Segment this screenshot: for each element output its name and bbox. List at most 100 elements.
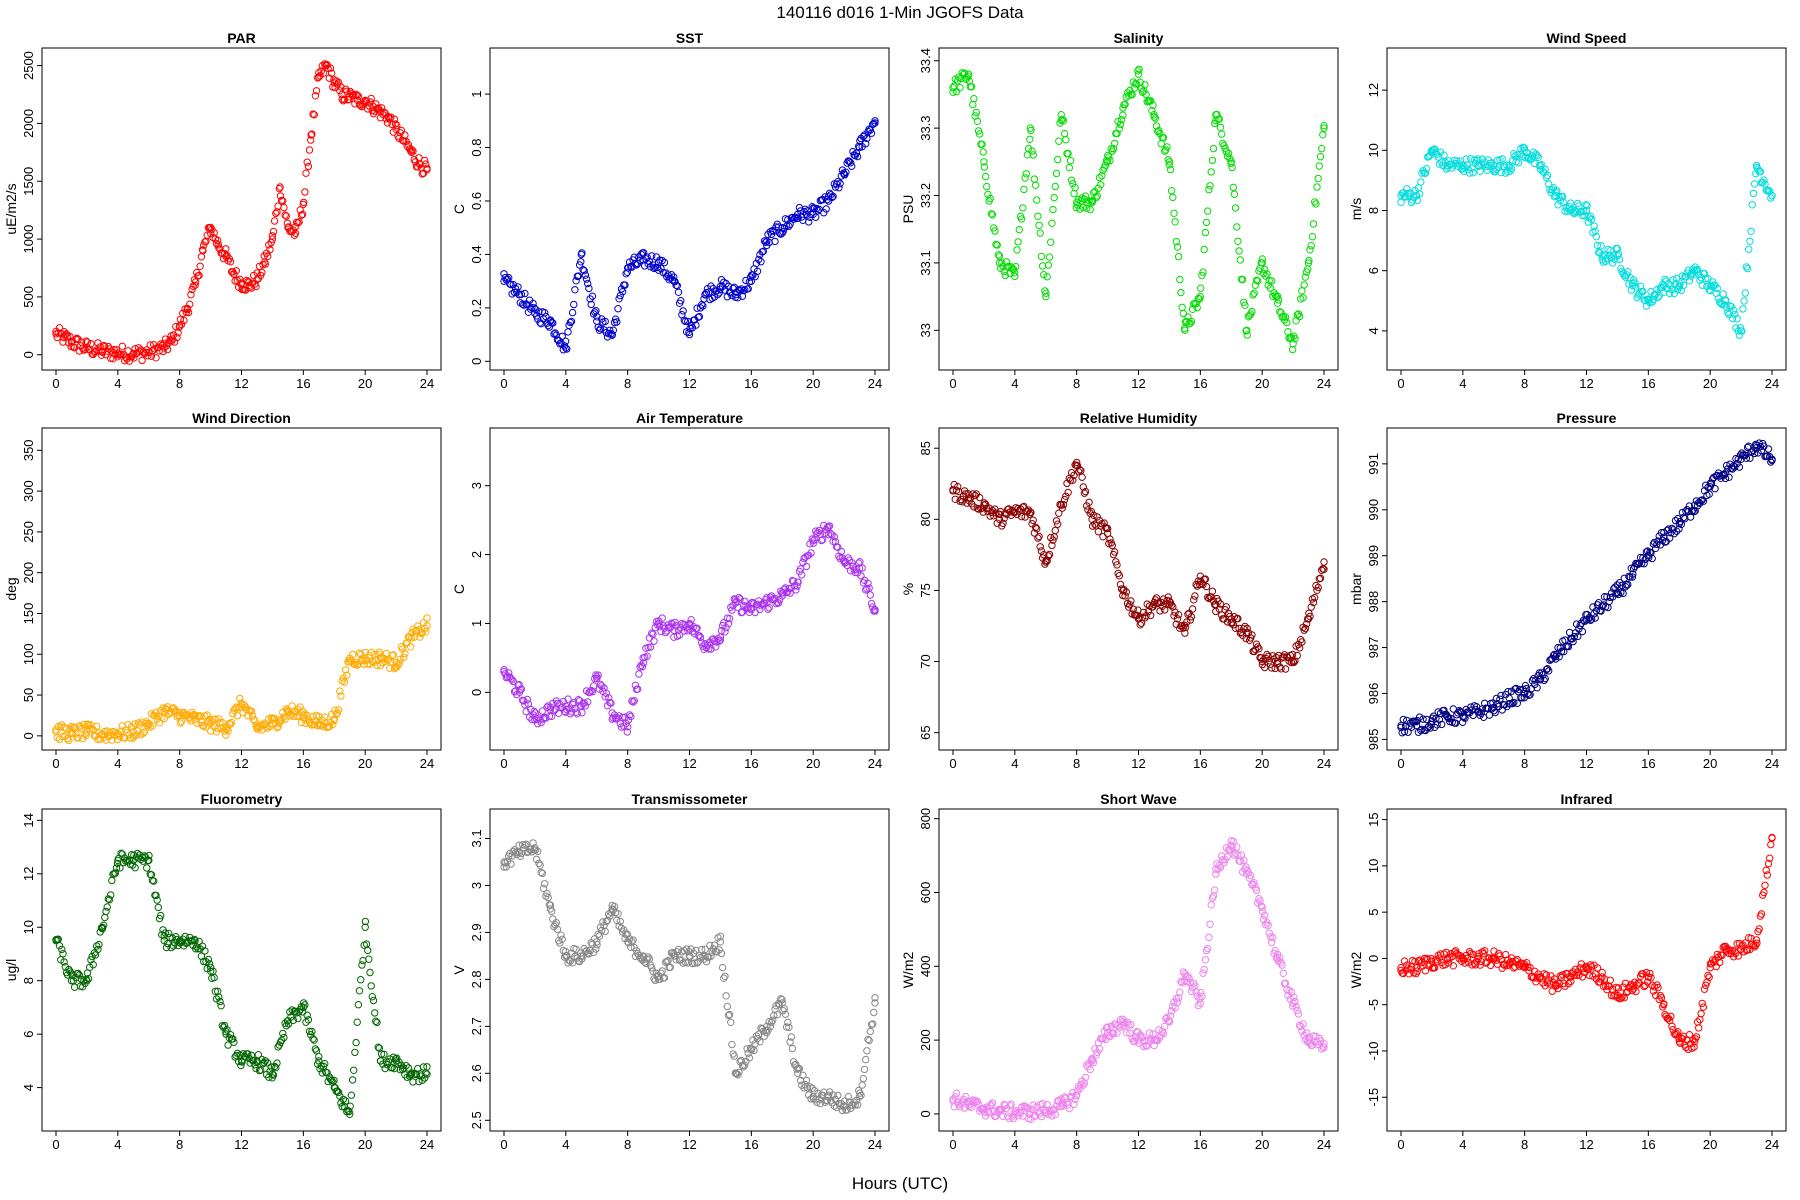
data-point bbox=[1051, 1110, 1060, 1119]
data-point bbox=[1415, 956, 1424, 964]
data-point bbox=[500, 863, 508, 871]
data-point bbox=[862, 140, 870, 148]
data-point bbox=[52, 330, 60, 338]
data-point bbox=[1763, 871, 1772, 879]
data-point bbox=[118, 850, 127, 858]
data-point bbox=[1614, 250, 1623, 258]
data-point bbox=[88, 952, 96, 961]
data-point bbox=[573, 710, 581, 718]
data-point bbox=[558, 332, 566, 340]
data-point bbox=[310, 111, 318, 119]
data-point bbox=[592, 671, 600, 679]
data-point bbox=[1022, 170, 1031, 178]
data-point bbox=[1069, 180, 1077, 188]
panel-title: Transmissometer bbox=[632, 791, 748, 807]
data-point bbox=[139, 729, 147, 737]
data-point bbox=[1718, 951, 1726, 960]
data-point bbox=[1591, 970, 1599, 978]
data-point bbox=[1299, 1020, 1307, 1028]
data-point bbox=[114, 349, 122, 357]
data-point bbox=[1090, 511, 1098, 519]
data-point bbox=[152, 354, 160, 362]
x-tick-label: 4 bbox=[562, 756, 569, 771]
y-axis-label: uE/m2/s bbox=[3, 183, 19, 234]
data-point bbox=[1115, 125, 1124, 133]
data-point bbox=[759, 247, 768, 256]
data-point bbox=[72, 730, 80, 738]
y-tick-label: 0 bbox=[21, 351, 36, 358]
data-point bbox=[423, 1063, 431, 1071]
x-tick-label: 16 bbox=[744, 376, 758, 391]
data-point bbox=[277, 715, 286, 724]
data-point bbox=[1660, 1001, 1668, 1009]
data-point bbox=[778, 999, 786, 1007]
data-point bbox=[1579, 964, 1588, 973]
y-tick-label: 1000 bbox=[21, 225, 36, 254]
data-point bbox=[1273, 299, 1282, 307]
data-point bbox=[129, 728, 138, 736]
data-point bbox=[788, 1044, 797, 1053]
data-point bbox=[764, 1026, 772, 1035]
data-point bbox=[294, 1014, 302, 1023]
data-point bbox=[397, 1061, 406, 1070]
data-point bbox=[1522, 959, 1531, 967]
data-point bbox=[272, 209, 280, 218]
data-point bbox=[1291, 997, 1299, 1006]
data-point bbox=[1044, 552, 1053, 560]
data-point bbox=[1598, 968, 1606, 977]
data-point bbox=[311, 1045, 320, 1053]
data-point bbox=[1270, 655, 1278, 663]
data-point bbox=[1515, 686, 1524, 694]
data-point bbox=[745, 1054, 754, 1062]
data-point bbox=[1206, 920, 1214, 928]
data-point bbox=[75, 971, 84, 979]
data-point bbox=[715, 946, 723, 954]
data-point bbox=[1252, 886, 1261, 895]
data-point bbox=[1635, 289, 1644, 298]
data-point bbox=[1072, 461, 1081, 469]
data-point bbox=[980, 1104, 988, 1113]
data-point bbox=[250, 715, 258, 724]
figure-xlabel: Hours (UTC) bbox=[852, 1174, 948, 1193]
data-point bbox=[786, 1038, 794, 1046]
data-point bbox=[1148, 107, 1156, 115]
data-point bbox=[1574, 632, 1582, 641]
data-point bbox=[532, 855, 541, 863]
data-point bbox=[1513, 699, 1522, 707]
data-point bbox=[1134, 615, 1143, 623]
data-point bbox=[1258, 255, 1267, 263]
data-point bbox=[1304, 259, 1313, 267]
data-point bbox=[1420, 954, 1429, 963]
data-point bbox=[1042, 558, 1050, 566]
data-point bbox=[684, 627, 692, 635]
data-point bbox=[859, 132, 868, 141]
data-point bbox=[1706, 483, 1714, 491]
data-point bbox=[549, 319, 557, 327]
data-point bbox=[418, 1076, 426, 1085]
data-point bbox=[593, 313, 601, 321]
data-point bbox=[1613, 252, 1622, 260]
data-point bbox=[757, 258, 765, 266]
x-tick-label: 20 bbox=[1703, 756, 1717, 771]
data-point bbox=[969, 490, 977, 498]
data-point bbox=[191, 945, 200, 953]
data-point bbox=[159, 347, 167, 356]
data-point bbox=[1668, 286, 1676, 294]
data-point bbox=[695, 632, 704, 640]
data-point bbox=[1305, 1033, 1313, 1042]
data-point bbox=[568, 700, 577, 709]
data-point bbox=[1522, 684, 1531, 693]
data-point bbox=[282, 212, 290, 220]
y-tick-label: 5 bbox=[1366, 909, 1381, 916]
data-point bbox=[81, 345, 89, 353]
x-tick-label: 16 bbox=[1193, 376, 1207, 391]
data-point bbox=[237, 699, 246, 707]
data-point bbox=[980, 158, 988, 166]
data-point bbox=[205, 960, 214, 968]
panel-title: Salinity bbox=[1114, 30, 1164, 46]
data-point bbox=[1459, 954, 1467, 963]
data-point bbox=[755, 255, 763, 264]
data-point bbox=[1243, 629, 1251, 637]
y-axis-label: ug/l bbox=[3, 959, 19, 982]
